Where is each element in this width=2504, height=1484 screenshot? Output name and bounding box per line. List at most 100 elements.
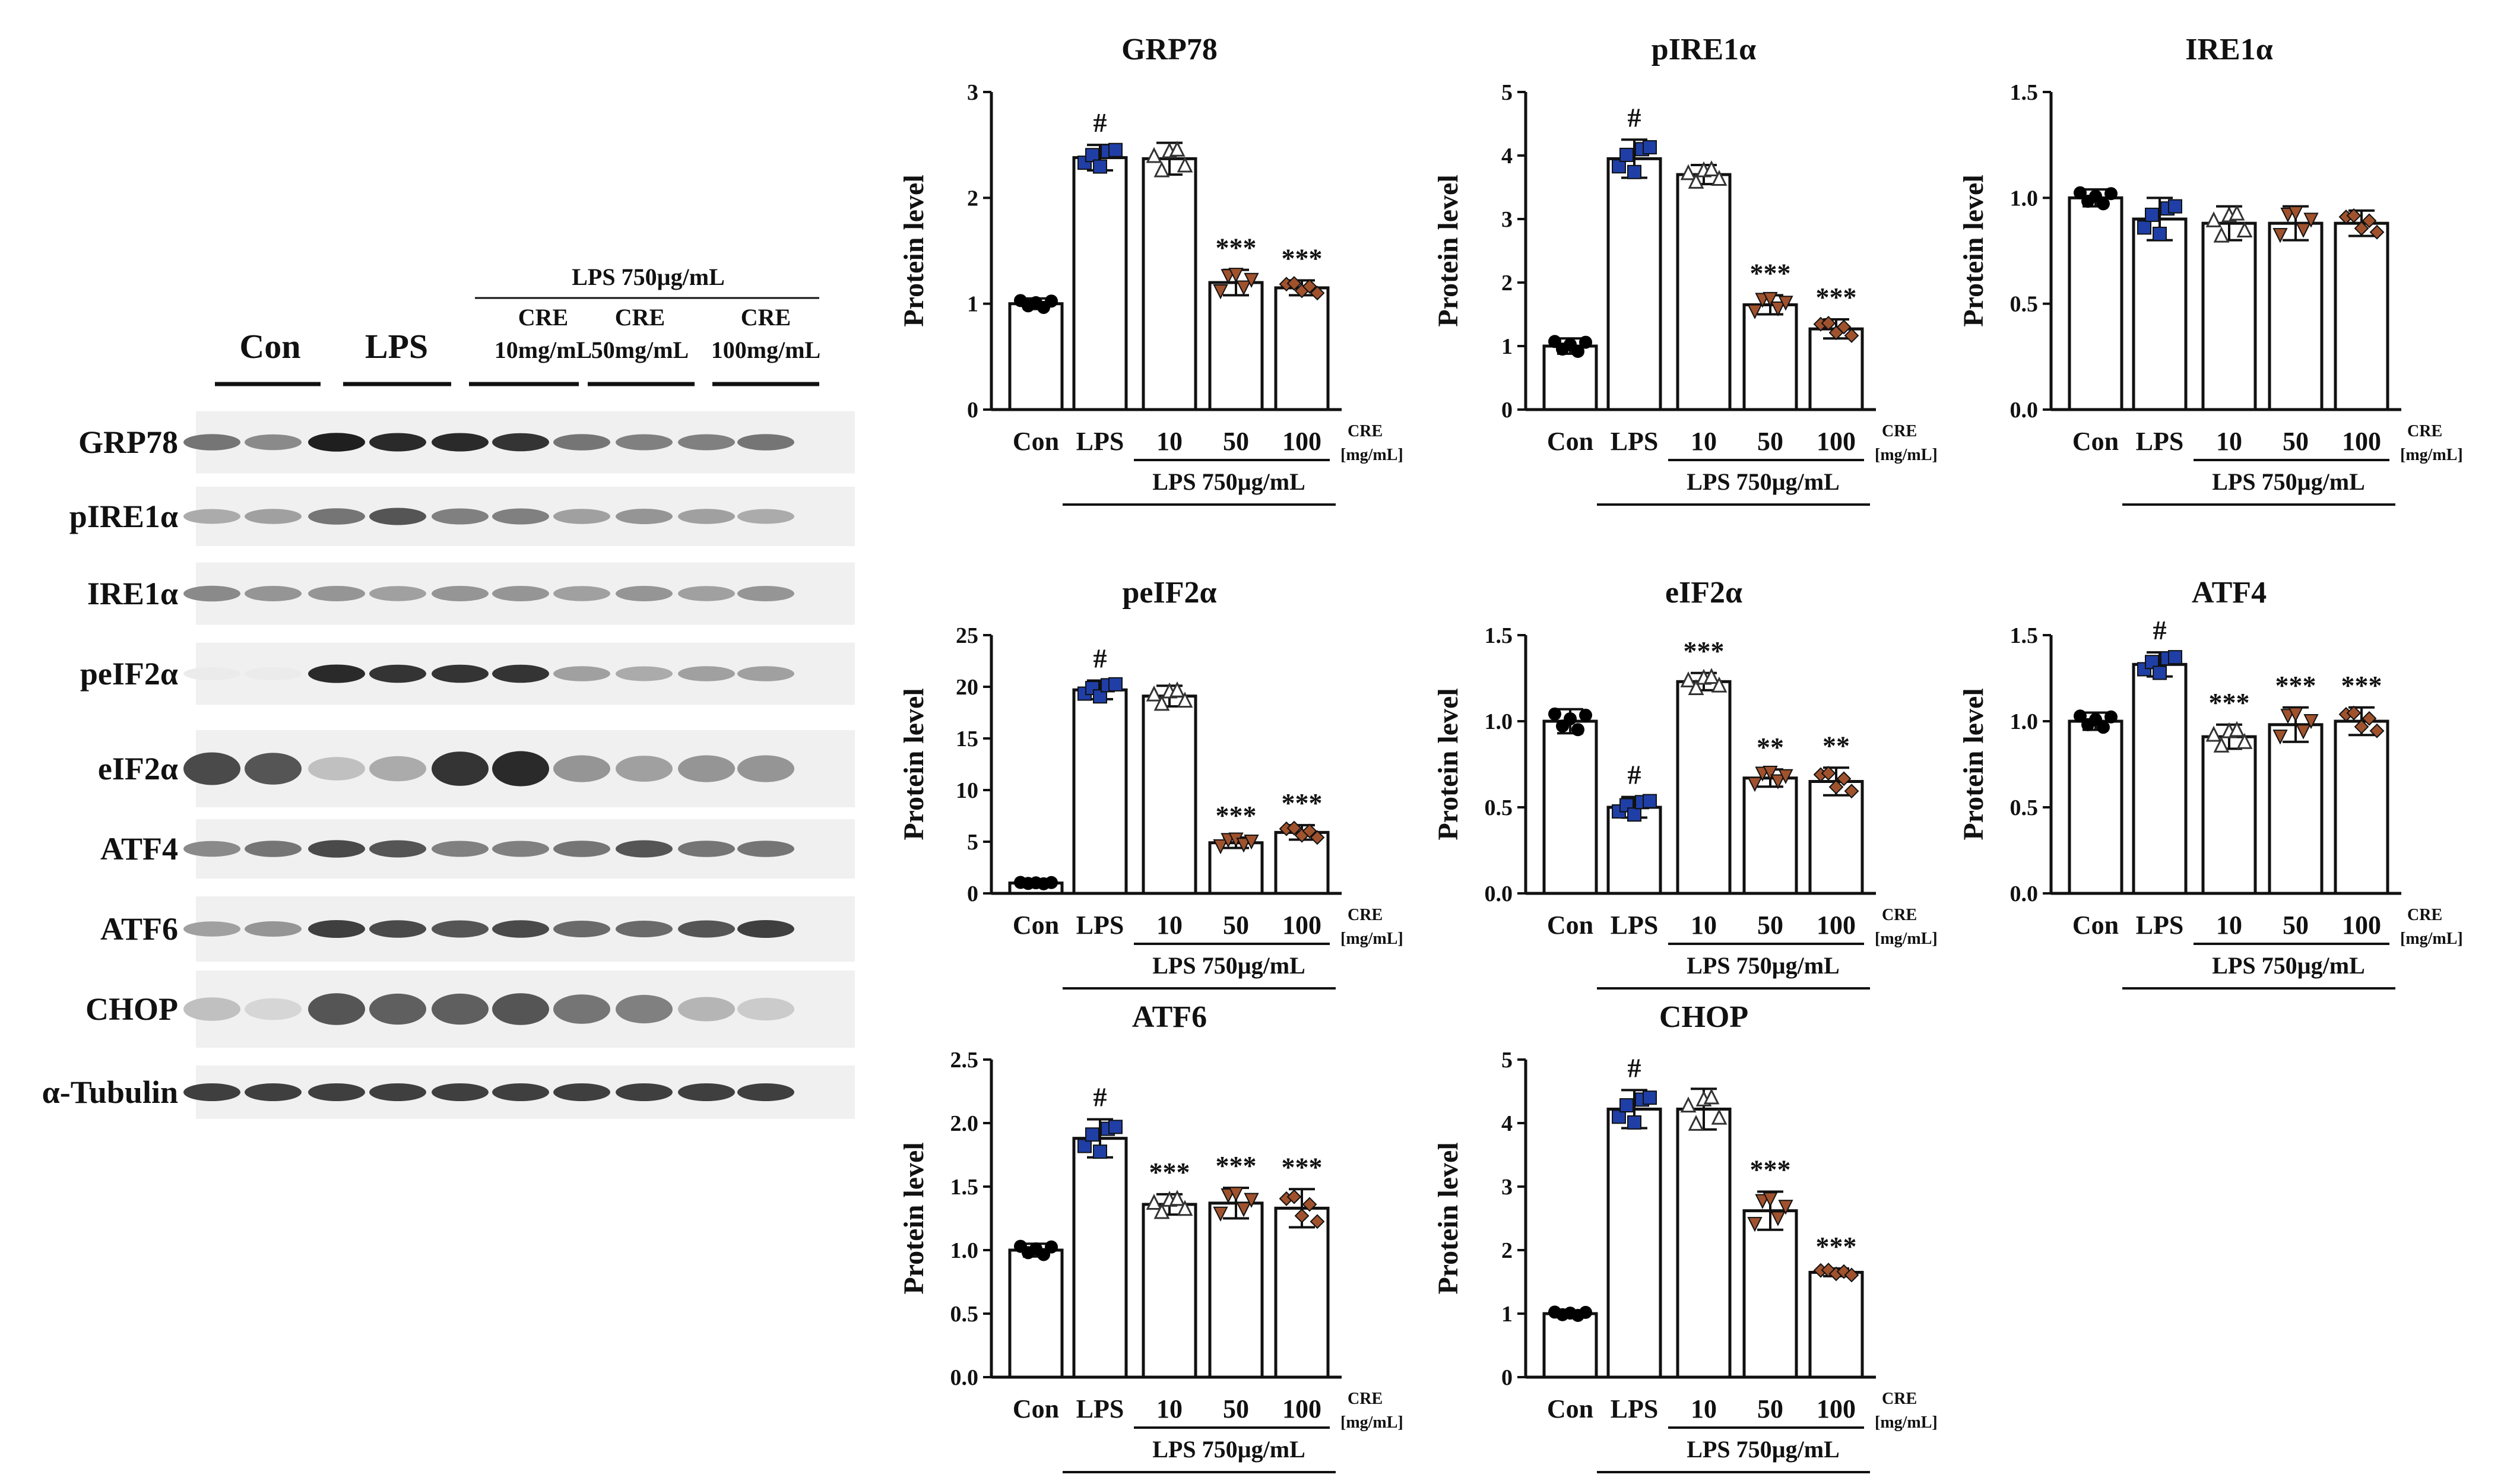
blot-group-label: LPS [365, 327, 428, 366]
data-point [1571, 344, 1584, 358]
y-tick-label: 3 [1501, 207, 1513, 232]
y-tick-label: 0.5 [2010, 292, 2039, 317]
data-point [1579, 1305, 1592, 1319]
blot-band [492, 586, 549, 601]
x-tick-label: 50 [1757, 1394, 1783, 1423]
data-point [2369, 723, 2385, 738]
x-tick-label: 100 [1282, 1394, 1321, 1423]
data-point [1228, 268, 1244, 283]
bar [2201, 735, 2257, 895]
cre-label: CRE [1882, 422, 1917, 440]
blot-band [432, 433, 489, 452]
data-point [1612, 1109, 1626, 1124]
chart-title: ATF6 [1132, 1000, 1207, 1034]
data-point [1627, 1115, 1641, 1130]
treatment-label: LPS 750µg/mL [1152, 1436, 1305, 1463]
blot-protein-label: ATF4 [100, 831, 178, 867]
data-point [2346, 705, 2362, 721]
blot-band [678, 586, 735, 601]
data-point [1778, 1200, 1793, 1215]
y-tick-label: 10 [956, 778, 978, 803]
data-point [1579, 335, 1592, 349]
cre-label: CRE [1348, 422, 1383, 440]
bar [1142, 695, 1197, 895]
data-point [2145, 655, 2159, 670]
y-tick-label: 1 [1501, 334, 1513, 359]
significance-label: # [1628, 760, 1641, 790]
data-point [1571, 723, 1584, 737]
y-tick-label: 3 [1501, 1175, 1513, 1200]
blot-band [678, 997, 735, 1022]
blot-band [183, 509, 240, 524]
blot-band [245, 434, 302, 451]
blot-band [183, 997, 240, 1021]
data-point [1619, 147, 1634, 162]
bar [1808, 327, 1864, 411]
data-point [1680, 164, 1697, 180]
blot-band [492, 841, 549, 857]
x-tick-label: LPS [2136, 427, 2184, 456]
bar [2268, 221, 2324, 411]
blot-band [245, 586, 302, 601]
data-point [1703, 160, 1720, 176]
treatment-label: LPS 750µg/mL [1152, 468, 1305, 495]
blot-band [432, 920, 489, 938]
blot-band [183, 667, 240, 680]
data-point [2213, 736, 2230, 753]
bar [1008, 302, 1064, 411]
significance-label: *** [1149, 1157, 1190, 1187]
data-point [1680, 671, 1697, 687]
chart-title: pIRE1α [1652, 33, 1756, 66]
blot-band [492, 751, 549, 787]
y-tick-label: 2.0 [950, 1111, 979, 1136]
treatment-label: LPS 750µg/mL [2212, 468, 2365, 495]
blot-band [678, 434, 735, 451]
x-tick-label: Con [1547, 911, 1593, 940]
data-point [1688, 1115, 1704, 1131]
bar-chart: GRP78 0 1 2 3 Protein level Con # LPS 10 *** 50 *** 1… [898, 33, 1403, 506]
data-point [1146, 1194, 1162, 1210]
data-point [1711, 1108, 1728, 1125]
blot-band [678, 920, 735, 938]
data-point [1310, 830, 1325, 845]
data-point [1236, 838, 1251, 853]
blot-band [737, 509, 794, 524]
blot-band [308, 664, 365, 683]
blot-band [245, 509, 302, 524]
data-point [1146, 685, 1162, 702]
data-point [1579, 708, 1592, 722]
x-tick-label: LPS [1076, 1394, 1124, 1423]
significance-label: *** [2275, 670, 2316, 700]
data-point [1045, 876, 1058, 889]
cre-unit-label: [mg/mL] [1340, 446, 1403, 464]
data-point [1294, 1208, 1310, 1223]
blot-band [737, 997, 794, 1021]
blot-group-sublabel: 100mg/mL [711, 337, 820, 363]
bar [1208, 1201, 1264, 1379]
cre-unit-label: [mg/mL] [2400, 446, 2463, 464]
bar [1542, 344, 1598, 411]
blot-protein-label: pIRE1α [69, 499, 178, 534]
data-point [1153, 695, 1170, 711]
significance-label: *** [1216, 233, 1257, 263]
x-tick-label: LPS [1076, 427, 1124, 456]
data-point [1619, 1098, 1634, 1113]
data-point [1213, 839, 1228, 855]
blot-band [432, 751, 489, 786]
significance-label: # [2153, 615, 2167, 645]
blot-band [616, 840, 673, 858]
y-tick-label: 2 [1501, 271, 1513, 296]
chart-title: ATF4 [2192, 576, 2267, 610]
data-point [2145, 207, 2159, 222]
data-point [2346, 208, 2362, 223]
data-point [1310, 286, 1325, 301]
blot-band [553, 1083, 610, 1101]
bar [2268, 723, 2324, 895]
data-point [1643, 794, 1657, 808]
y-tick-label: 0.5 [950, 1302, 979, 1327]
data-point [1844, 1267, 1859, 1283]
bar [1606, 1107, 1662, 1379]
x-tick-label: 100 [2342, 427, 2381, 456]
data-point [1177, 156, 1193, 173]
x-tick-label: 100 [1817, 427, 1856, 456]
